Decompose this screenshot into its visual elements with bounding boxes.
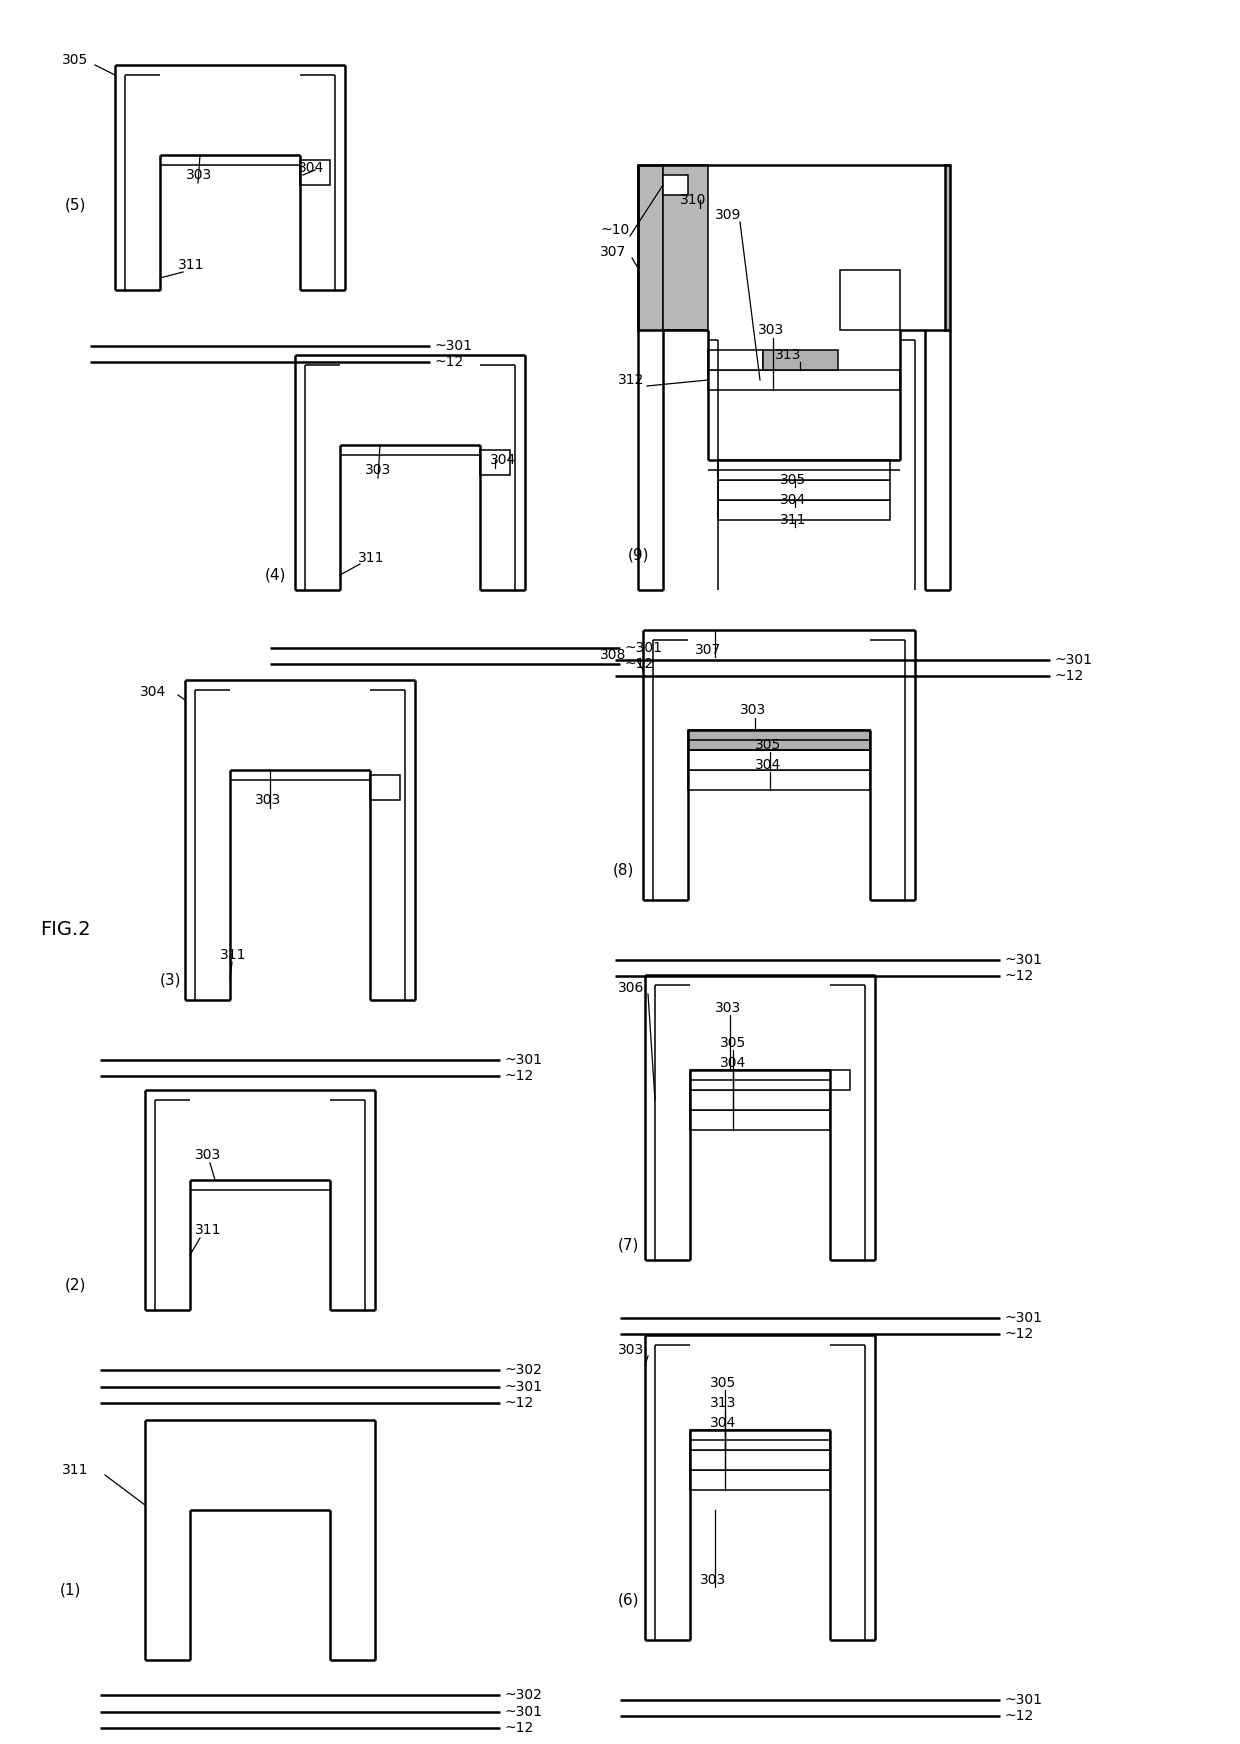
Text: ~301: ~301 xyxy=(435,338,472,352)
Text: (8): (8) xyxy=(613,863,635,877)
Text: ~12: ~12 xyxy=(625,657,655,671)
Text: 313: 313 xyxy=(711,1395,737,1409)
Bar xyxy=(663,166,708,330)
Bar xyxy=(708,370,900,391)
Text: 307: 307 xyxy=(694,644,722,657)
Bar xyxy=(663,174,688,195)
Text: 308: 308 xyxy=(600,649,626,663)
Text: 309: 309 xyxy=(715,208,742,221)
Text: 303: 303 xyxy=(618,1343,645,1357)
Text: 306: 306 xyxy=(618,980,645,996)
Text: (1): (1) xyxy=(60,1582,82,1598)
Text: 303: 303 xyxy=(740,703,766,717)
Text: 304: 304 xyxy=(490,453,516,467)
Text: 304: 304 xyxy=(711,1416,737,1430)
Bar xyxy=(708,351,763,370)
Text: 305: 305 xyxy=(720,1036,746,1050)
Text: 303: 303 xyxy=(195,1148,221,1162)
Bar xyxy=(300,160,330,185)
Text: ~10: ~10 xyxy=(600,223,629,237)
Text: (2): (2) xyxy=(64,1278,87,1292)
Bar xyxy=(689,1109,830,1130)
Text: ~12: ~12 xyxy=(1004,970,1034,984)
Text: ~12: ~12 xyxy=(435,356,464,370)
Text: 303: 303 xyxy=(186,167,212,181)
Bar xyxy=(718,460,890,480)
Text: ~301: ~301 xyxy=(1055,652,1092,666)
Text: ~301: ~301 xyxy=(625,642,663,656)
Text: ~302: ~302 xyxy=(505,1364,543,1378)
Text: 303: 303 xyxy=(365,462,392,478)
Text: ~12: ~12 xyxy=(505,1721,534,1735)
Text: 307: 307 xyxy=(600,244,626,260)
Text: 304: 304 xyxy=(298,160,324,174)
Text: 303: 303 xyxy=(701,1573,727,1587)
Text: 304: 304 xyxy=(720,1057,746,1071)
Text: 311: 311 xyxy=(179,258,205,272)
Bar xyxy=(689,1430,830,1449)
Text: ~301: ~301 xyxy=(505,1380,543,1393)
Bar xyxy=(639,166,663,330)
Text: 312: 312 xyxy=(618,373,645,387)
Bar xyxy=(688,771,870,790)
Text: 311: 311 xyxy=(358,551,384,565)
Text: (4): (4) xyxy=(265,567,286,582)
Bar xyxy=(945,166,950,330)
Bar xyxy=(688,750,870,771)
Text: ~301: ~301 xyxy=(1004,952,1043,966)
Text: 305: 305 xyxy=(62,52,88,66)
Bar xyxy=(689,1449,830,1470)
Text: 311: 311 xyxy=(780,513,806,527)
Text: 311: 311 xyxy=(219,949,247,963)
Text: ~12: ~12 xyxy=(1004,1709,1034,1723)
Text: ~301: ~301 xyxy=(505,1053,543,1067)
Bar xyxy=(763,351,838,370)
Text: ~12: ~12 xyxy=(1004,1327,1034,1341)
Text: (5): (5) xyxy=(64,197,87,213)
Bar xyxy=(689,1090,830,1109)
Bar xyxy=(370,774,401,800)
Text: (9): (9) xyxy=(627,548,650,563)
Text: ~302: ~302 xyxy=(505,1688,543,1702)
Text: ~12: ~12 xyxy=(505,1395,534,1409)
Bar xyxy=(689,1470,830,1489)
Text: 304: 304 xyxy=(780,494,806,508)
Text: FIG.2: FIG.2 xyxy=(40,921,91,940)
Bar xyxy=(718,501,890,520)
Text: ~301: ~301 xyxy=(1004,1311,1043,1325)
Text: 311: 311 xyxy=(62,1463,88,1477)
Bar xyxy=(839,270,900,330)
Bar xyxy=(688,731,870,750)
Text: ~12: ~12 xyxy=(505,1069,534,1083)
Text: 303: 303 xyxy=(715,1001,742,1015)
Text: 310: 310 xyxy=(680,194,707,208)
Text: 303: 303 xyxy=(255,794,281,807)
Text: 304: 304 xyxy=(140,685,166,699)
Text: 304: 304 xyxy=(755,759,781,773)
Bar xyxy=(689,1071,849,1090)
Text: 305: 305 xyxy=(755,738,781,752)
Text: ~12: ~12 xyxy=(1055,670,1084,684)
Bar xyxy=(718,480,890,501)
Text: ~301: ~301 xyxy=(505,1706,543,1720)
Text: 311: 311 xyxy=(195,1223,222,1236)
Text: 305: 305 xyxy=(780,473,806,487)
Text: 303: 303 xyxy=(758,323,784,337)
Text: ~301: ~301 xyxy=(1004,1693,1043,1707)
Text: (7): (7) xyxy=(618,1238,640,1252)
Text: 313: 313 xyxy=(775,349,801,363)
Text: (6): (6) xyxy=(618,1592,640,1608)
Text: (3): (3) xyxy=(160,973,181,987)
Bar xyxy=(480,450,510,474)
Text: 305: 305 xyxy=(711,1376,737,1390)
